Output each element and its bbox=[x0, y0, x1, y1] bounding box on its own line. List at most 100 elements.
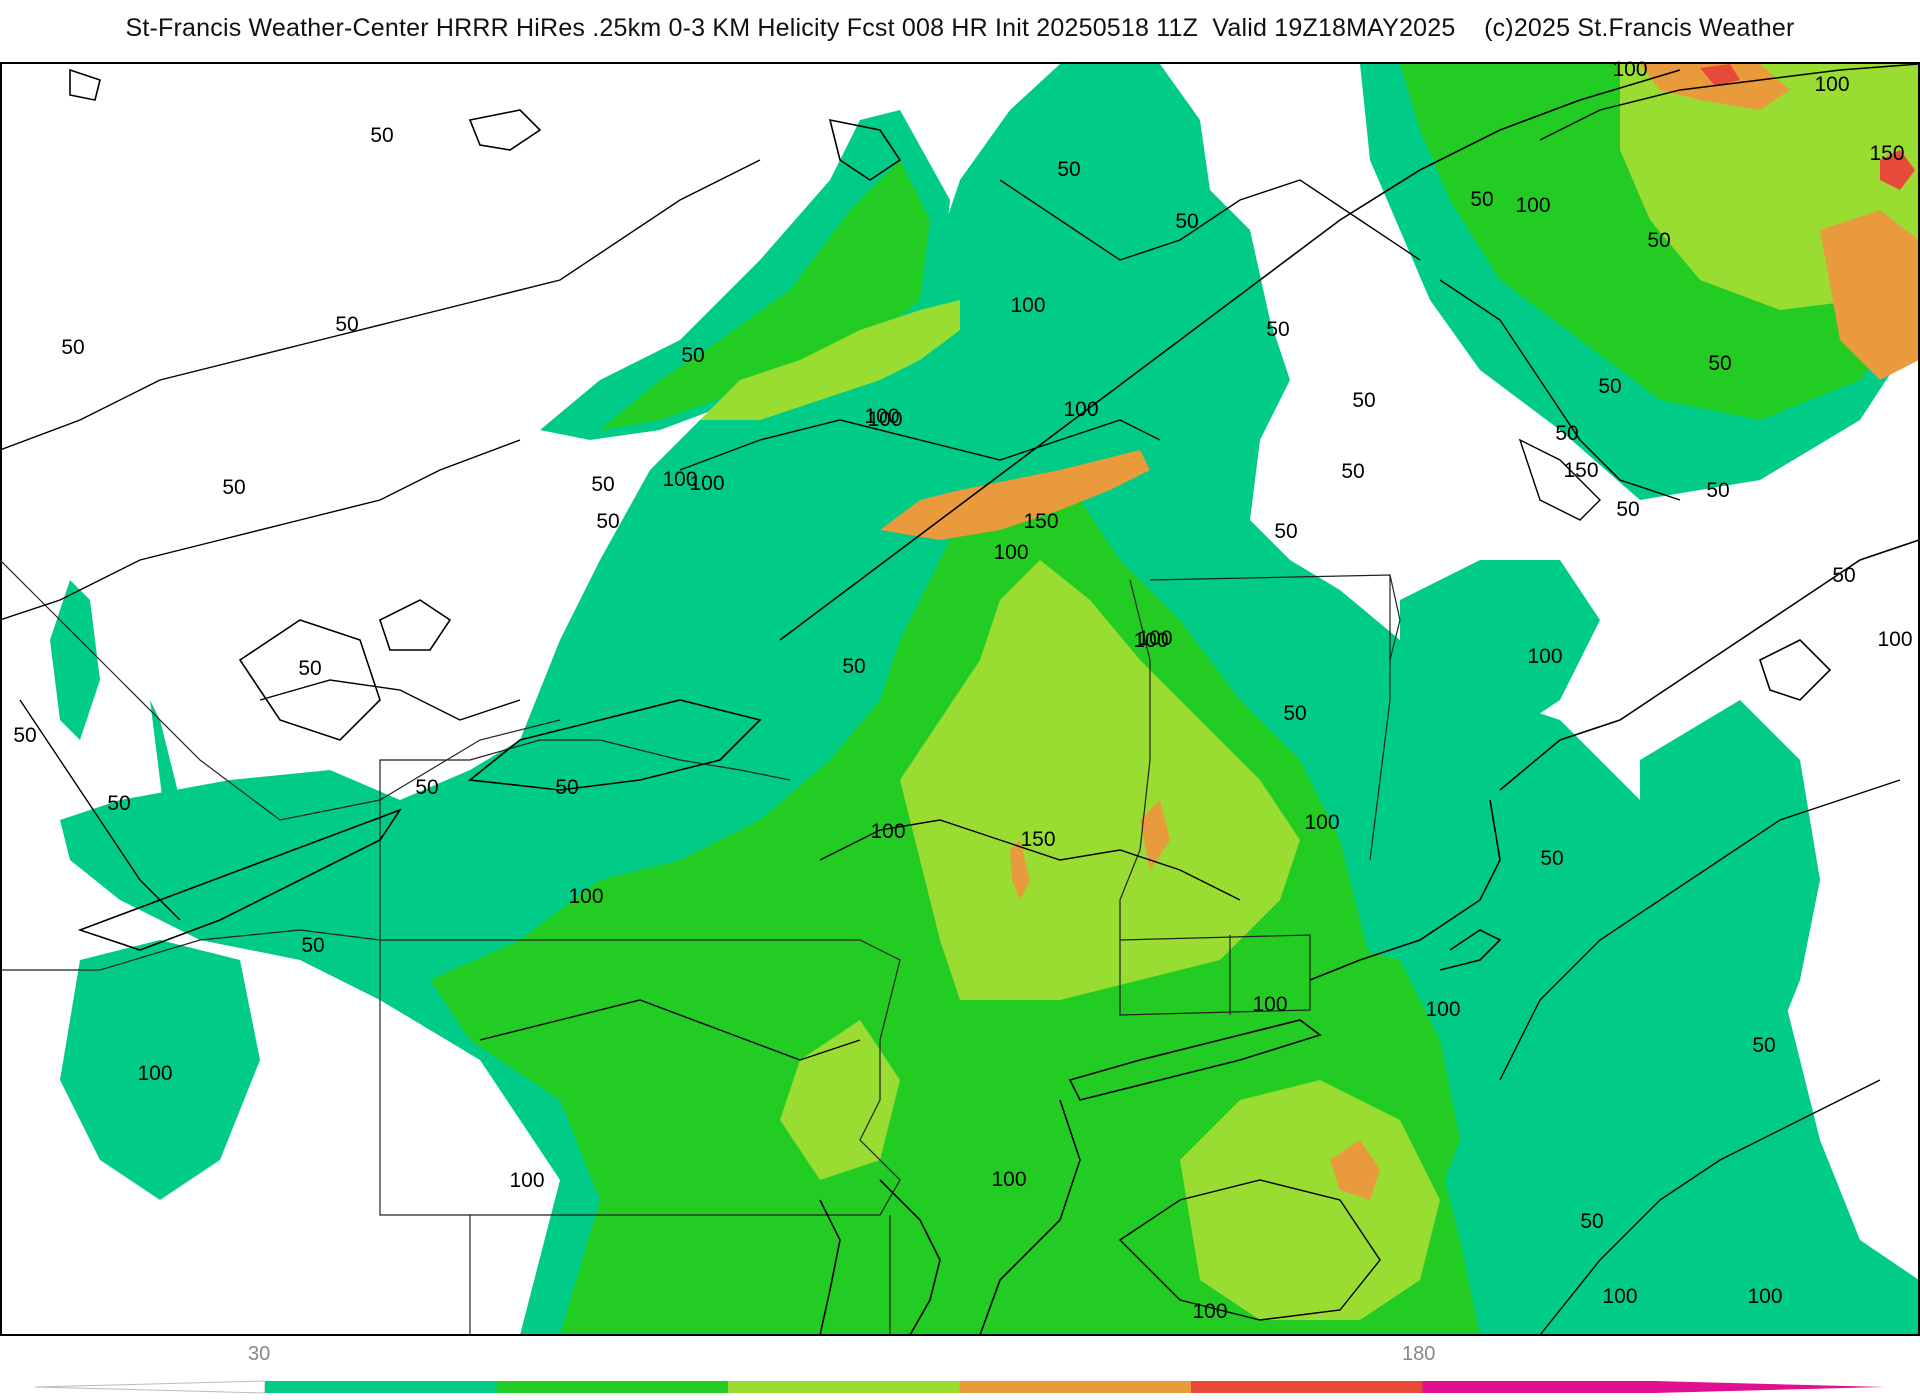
contour-label: 150 bbox=[1020, 828, 1055, 851]
contour-label: 50 bbox=[842, 655, 865, 678]
colorbar-segment bbox=[496, 1381, 729, 1393]
contour-label: 100 bbox=[864, 405, 899, 428]
colorbar-tick-180: 180 bbox=[1402, 1343, 1436, 1365]
fill-region-michigan-streak-2 bbox=[150, 700, 190, 860]
fill-region-ohio-valley bbox=[60, 940, 260, 1200]
colorbar-segment bbox=[1191, 1381, 1423, 1393]
contour-label: 50 bbox=[370, 124, 393, 147]
fill-region-lakes-green bbox=[600, 160, 930, 430]
fill-region-ny-orange bbox=[1010, 840, 1030, 900]
colorbar-segment bbox=[265, 1381, 497, 1393]
border-ny-vt bbox=[1119, 579, 1151, 940]
fill-region-new-england bbox=[1400, 560, 1600, 740]
contour-label: 50 bbox=[61, 336, 84, 359]
contour-100-ontario bbox=[679, 419, 1161, 471]
contour-label: 100 bbox=[1192, 1300, 1227, 1323]
fill-region-ont-orange bbox=[880, 450, 1150, 540]
contour-label: 100 bbox=[991, 1168, 1026, 1191]
map-frame bbox=[0, 62, 1920, 1336]
contour-100-ny bbox=[819, 819, 1241, 901]
contour-label: 50 bbox=[298, 657, 321, 680]
contour-label: 50 bbox=[1706, 479, 1729, 502]
contour-150-ne bbox=[1518, 438, 1601, 521]
contour-label: 50 bbox=[415, 776, 438, 799]
border-ma bbox=[1119, 934, 1311, 1016]
lake-nipissing bbox=[379, 599, 452, 651]
map-title: St-Francis Weather-Center HRRR HiRes .25… bbox=[125, 14, 1795, 42]
north-lake-2 bbox=[468, 109, 542, 151]
contour-label: 100 bbox=[1304, 811, 1339, 834]
quebec-lakes bbox=[828, 118, 902, 181]
contour-label: 50 bbox=[1341, 460, 1364, 483]
contour-50-quebec bbox=[999, 179, 1421, 261]
fill-region-vt-orange bbox=[1140, 800, 1170, 870]
contour-label: 150 bbox=[1563, 459, 1598, 482]
contour-label: 100 bbox=[1602, 1285, 1637, 1308]
colorbar-segment bbox=[1422, 1381, 1655, 1393]
contour-label: 150 bbox=[1869, 142, 1904, 165]
fill-region-ne-orange-2 bbox=[1820, 210, 1919, 380]
fill-region-offshore-orange bbox=[1330, 1140, 1380, 1200]
contour-label: 100 bbox=[662, 468, 697, 491]
fill-region-offshore-yg bbox=[1180, 1080, 1440, 1320]
contour-label: 50 bbox=[1555, 422, 1578, 445]
contour-label: 50 bbox=[1647, 229, 1670, 252]
contour-50-atlantic bbox=[1499, 779, 1901, 1081]
contour-label: 50 bbox=[1274, 520, 1297, 543]
fill-region-ontario bbox=[700, 300, 960, 420]
contour-label: 150 bbox=[1023, 510, 1058, 533]
colorbar-segments bbox=[265, 1381, 1655, 1393]
north-lake-1 bbox=[69, 68, 101, 101]
contour-label: 100 bbox=[1612, 58, 1647, 81]
border-ohio bbox=[1, 929, 381, 971]
contour-100-ne-corner bbox=[1539, 63, 1919, 141]
contour-label: 50 bbox=[1175, 210, 1198, 233]
contour-label: 100 bbox=[137, 1062, 172, 1085]
contour-label: 50 bbox=[1470, 188, 1493, 211]
contour-label: 50 bbox=[591, 473, 614, 496]
contour-label: 100 bbox=[1747, 1285, 1782, 1308]
border-pa-outline bbox=[379, 939, 901, 1216]
fill-region-sw-yg bbox=[780, 1020, 900, 1180]
border-vt-nh bbox=[1149, 574, 1401, 661]
contour-labels: 50 50 50 50 50 50 50 50 50 50 50 50 50 50 50 50 50 50 50 50… bbox=[13, 58, 1912, 1323]
contour-label: 100 bbox=[1877, 628, 1912, 651]
fill-region-hudson bbox=[900, 560, 1300, 1000]
colorbar-right-arrow bbox=[1654, 1381, 1885, 1393]
color-bar bbox=[34, 1380, 1885, 1394]
delaware-bay bbox=[879, 1179, 941, 1335]
contour-label: 100 bbox=[993, 541, 1028, 564]
lake-ontario bbox=[467, 699, 762, 791]
contour-label: 50 bbox=[1832, 564, 1855, 587]
contour-50-west-2 bbox=[1, 439, 521, 621]
contour-50-inland bbox=[259, 679, 521, 721]
st-lawrence bbox=[779, 69, 1681, 641]
border-ontario-lakes bbox=[1, 560, 561, 821]
contour-label: 100 bbox=[1515, 194, 1550, 217]
lake-erie bbox=[77, 808, 403, 951]
contour-label: 50 bbox=[1283, 702, 1306, 725]
nj-coast bbox=[979, 1099, 1081, 1335]
helicity-contours bbox=[1, 63, 1919, 1335]
contour-label: 50 bbox=[13, 724, 36, 747]
contour-label: 50 bbox=[1598, 375, 1621, 398]
contour-label: 100 bbox=[1252, 993, 1287, 1016]
border-pa-ny bbox=[379, 739, 791, 940]
contour-label: 100 bbox=[870, 820, 905, 843]
colorbar-tick-30: 30 bbox=[248, 1343, 271, 1365]
fill-region-michigan-streak bbox=[50, 580, 100, 740]
ma-coast bbox=[1309, 799, 1501, 981]
contour-label: 100 bbox=[1133, 629, 1168, 652]
political-borders bbox=[1, 560, 1401, 1335]
contour-label: 50 bbox=[1057, 158, 1080, 181]
fill-region-ne-red-2 bbox=[1700, 64, 1740, 86]
contour-label: 50 bbox=[1580, 1210, 1603, 1233]
contour-label: 50 bbox=[107, 792, 130, 815]
fill-region-ne-orange bbox=[1640, 64, 1790, 110]
georgian-bay bbox=[238, 619, 381, 741]
contour-label: 50 bbox=[335, 313, 358, 336]
contour-label: 100 bbox=[1137, 627, 1172, 650]
contour-label: 50 bbox=[555, 776, 578, 799]
border-nh-me bbox=[1369, 575, 1391, 861]
